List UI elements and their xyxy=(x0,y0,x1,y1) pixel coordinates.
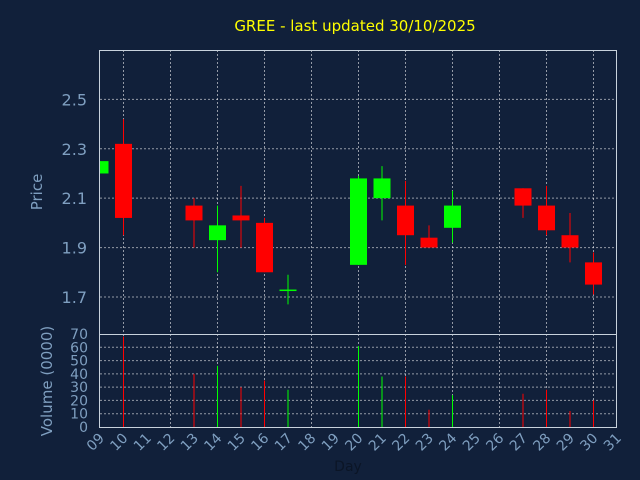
x-tick-label: 13 xyxy=(178,431,202,455)
volume-tick-label: 70 xyxy=(70,327,88,343)
x-axis-title: Day xyxy=(334,459,362,475)
x-tick-label: 16 xyxy=(248,430,272,454)
x-tick-label: 14 xyxy=(201,430,225,454)
x-tick-label: 29 xyxy=(554,431,578,455)
candle-body xyxy=(185,205,203,221)
x-tick-label: 21 xyxy=(366,431,390,455)
candle-body xyxy=(209,225,226,241)
x-tick-label: 24 xyxy=(436,430,460,454)
x-tick-label: 26 xyxy=(483,430,507,454)
volume-tick-label: 20 xyxy=(70,393,88,409)
volume-axis-title: Volume (0000) xyxy=(38,326,56,436)
x-tick-label: 25 xyxy=(460,431,484,455)
candle-body xyxy=(538,205,555,231)
x-tick-label: 22 xyxy=(389,431,413,455)
candles xyxy=(99,119,602,305)
volume-tick-label: 60 xyxy=(70,340,88,356)
x-tick-label: 11 xyxy=(131,431,155,455)
price-tick-label: 2.3 xyxy=(62,140,87,159)
x-tick-label: 28 xyxy=(530,431,554,455)
volume-tick-label: 50 xyxy=(70,354,88,370)
candle-body xyxy=(514,188,532,206)
candle-body xyxy=(373,178,391,199)
price-panel: 1.7 1.9 2.1 2.3 2.5 Price xyxy=(28,50,617,335)
price-tick-label: 1.7 xyxy=(62,288,87,307)
candle-body xyxy=(350,178,367,265)
price-axis-title: Price xyxy=(28,174,46,211)
candle-body xyxy=(115,143,132,218)
x-tick-label: 23 xyxy=(413,431,437,455)
x-tick-label: 18 xyxy=(295,431,319,455)
x-tick-label: 20 xyxy=(342,431,366,455)
x-tick-label: 30 xyxy=(577,431,601,455)
chart-title: GREE - last updated 30/10/2025 xyxy=(234,17,475,35)
candle-body xyxy=(420,237,438,248)
candle-body xyxy=(279,289,297,292)
price-tick-label: 2.1 xyxy=(62,189,87,208)
candle-body xyxy=(397,205,414,236)
candle-body xyxy=(232,215,250,221)
volume-tick-label: 40 xyxy=(70,367,88,383)
candle-body xyxy=(100,161,109,174)
x-axis-ticks: 09 10 11 12 13 14 15 16 17 18 19 20 21 22 23 24 25 26 27 28… xyxy=(84,430,625,454)
x-tick-label: 10 xyxy=(107,431,131,455)
candle-body xyxy=(585,262,602,285)
candle-body xyxy=(561,235,579,248)
price-tick-label: 2.5 xyxy=(62,90,87,109)
volume-tick-label: 0 xyxy=(79,420,88,436)
x-tick-label: 12 xyxy=(154,431,178,455)
candle-body xyxy=(444,205,461,228)
price-y-ticks: 1.7 1.9 2.1 2.3 2.5 xyxy=(62,90,87,307)
x-tick-label: 19 xyxy=(319,431,343,455)
x-tick-label: 31 xyxy=(601,431,625,455)
volume-frame xyxy=(99,334,617,428)
price-tick-label: 1.9 xyxy=(62,239,87,258)
x-tick-label: 15 xyxy=(225,431,249,455)
volume-bars xyxy=(123,336,594,427)
volume-tick-label: 30 xyxy=(70,380,88,396)
x-tick-label: 17 xyxy=(272,431,296,455)
volume-tick-label: 10 xyxy=(70,407,88,423)
x-tick-label: 27 xyxy=(507,431,531,455)
candle-body xyxy=(256,222,273,273)
